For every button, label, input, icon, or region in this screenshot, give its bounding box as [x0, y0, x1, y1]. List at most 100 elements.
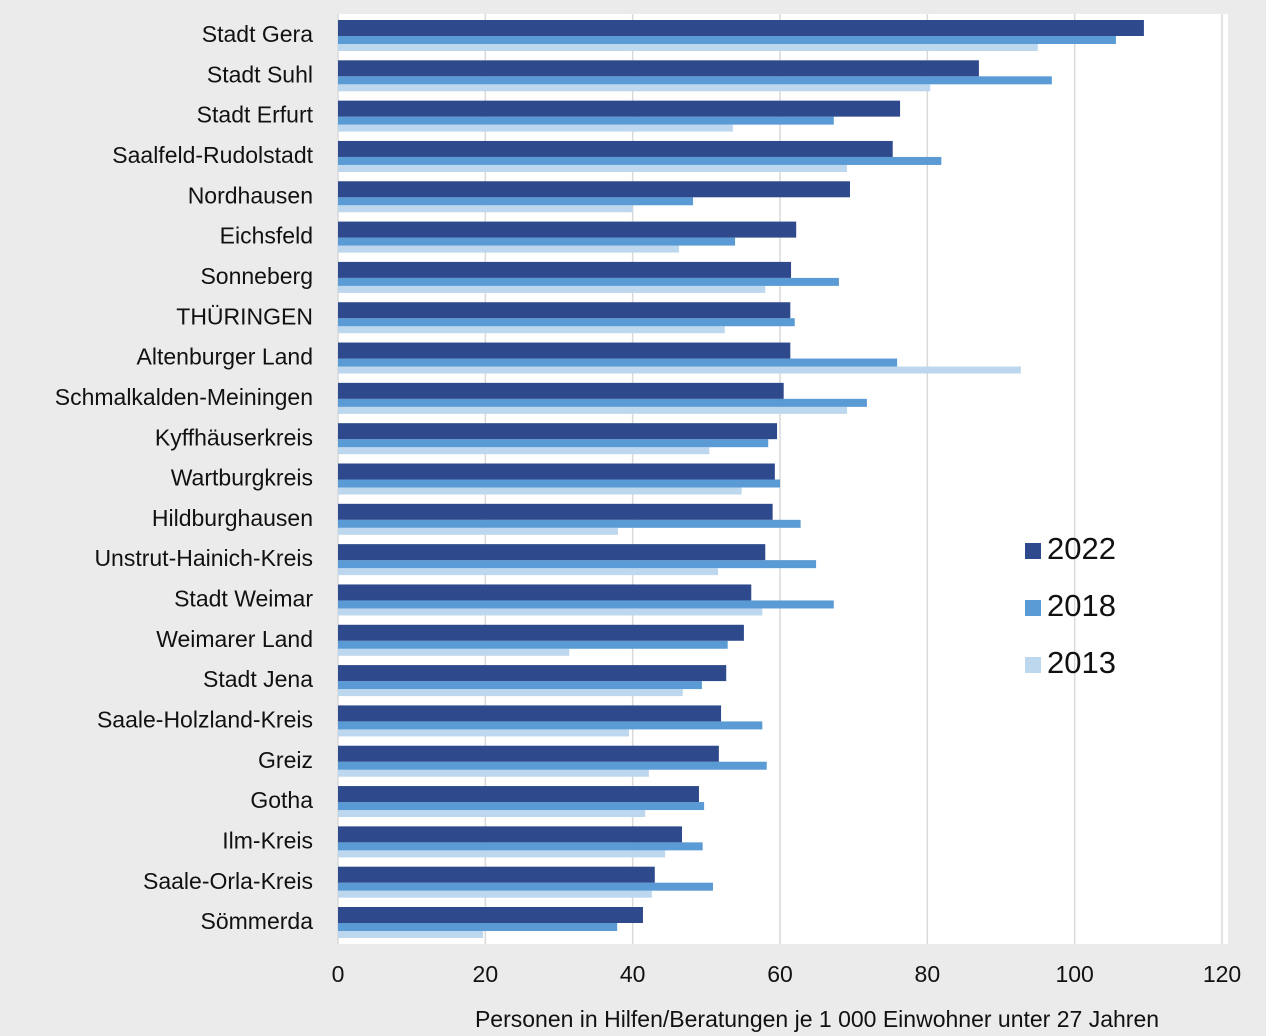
bar: [338, 890, 652, 898]
bar: [338, 882, 713, 891]
bar: [338, 205, 633, 213]
bar: [338, 745, 719, 762]
bar: [338, 245, 680, 253]
bar: [338, 285, 766, 293]
bar: [338, 624, 744, 641]
y-tick-label: Unstrut-Hainich-Kreis: [94, 545, 313, 571]
bar: [338, 681, 702, 690]
legend-label: 2013: [1047, 645, 1116, 680]
legend-swatch: [1025, 600, 1041, 616]
bar: [338, 406, 848, 414]
bar: [338, 769, 649, 777]
bar: [338, 44, 1038, 51]
bar: [338, 648, 570, 656]
y-tick-label: Weimarer Land: [156, 626, 313, 652]
bar: [338, 826, 683, 843]
bar: [338, 519, 801, 528]
bar: [338, 100, 901, 117]
bar: [338, 302, 791, 319]
bar: [338, 342, 791, 359]
bar: [338, 164, 848, 172]
x-tick-label: 40: [620, 961, 646, 987]
x-axis-label: Personen in Hilfen/Beratungen je 1 000 E…: [475, 1006, 1159, 1032]
x-tick-label: 0: [332, 961, 345, 987]
y-tick-label: Stadt Gera: [202, 21, 313, 47]
bar: [338, 866, 655, 883]
bar: [338, 439, 769, 448]
bar: [338, 608, 763, 616]
bar: [338, 640, 728, 649]
bar: [338, 487, 742, 495]
bar: [338, 842, 703, 851]
x-tick-label: 100: [1055, 961, 1093, 987]
bar: [338, 447, 710, 455]
y-tick-label: Gotha: [250, 787, 313, 813]
bar: [338, 261, 792, 278]
bar: [338, 76, 1052, 85]
bar: [338, 140, 893, 157]
bar: [338, 600, 834, 609]
bar: [338, 761, 767, 770]
bar: [338, 423, 778, 440]
bar: [338, 850, 666, 858]
bar: [338, 463, 775, 480]
bar: [338, 802, 705, 811]
bar: [338, 326, 725, 334]
bar: [338, 197, 694, 206]
bar: [338, 527, 618, 535]
bar: [338, 237, 736, 246]
y-tick-label: Eichsfeld: [220, 223, 313, 249]
bar: [338, 116, 834, 125]
bar: [338, 366, 1021, 374]
x-tick-label: 20: [473, 961, 499, 987]
bar: [338, 382, 784, 399]
y-tick-label: Hildburghausen: [152, 505, 313, 531]
bar: [338, 479, 780, 488]
legend-label: 2018: [1047, 588, 1116, 623]
bar: [338, 181, 850, 198]
bar: [338, 221, 797, 238]
bar: [338, 729, 629, 737]
y-tick-label: Kyffhäuserkreis: [155, 424, 313, 450]
legend-swatch: [1025, 657, 1041, 673]
y-tick-label: Greiz: [258, 747, 313, 773]
y-tick-label: Altenburger Land: [137, 344, 313, 370]
bar: [338, 810, 646, 818]
y-tick-label: Saalfeld-Rudolstadt: [112, 142, 313, 168]
bar: [338, 60, 979, 77]
y-tick-label: Sömmerda: [201, 908, 314, 934]
y-tick-label: Ilm-Kreis: [222, 827, 313, 853]
y-tick-label: Stadt Erfurt: [197, 102, 314, 128]
bar: [338, 358, 898, 367]
y-tick-label: Nordhausen: [188, 182, 313, 208]
bar: [338, 544, 766, 561]
y-tick-label: Stadt Suhl: [207, 61, 313, 87]
x-tick-label: 80: [915, 961, 941, 987]
y-tick-label: Schmalkalden-Meiningen: [55, 384, 313, 410]
legend-label: 2022: [1047, 531, 1116, 566]
bar: [338, 156, 942, 165]
bar: [338, 786, 699, 803]
bar: [338, 20, 1144, 36]
bar: [338, 931, 484, 938]
bar: [338, 36, 1116, 44]
bar: [338, 398, 867, 407]
y-tick-label: Stadt Jena: [203, 666, 313, 692]
y-tick-label: THÜRINGEN: [176, 303, 313, 329]
y-tick-label: Saale-Orla-Kreis: [143, 868, 313, 894]
bar: [338, 721, 763, 730]
bar: [338, 584, 752, 601]
y-tick-label: Sonneberg: [200, 263, 313, 289]
bar: [338, 907, 643, 923]
bar: [338, 277, 839, 286]
y-tick-label: Saale-Holzland-Kreis: [97, 706, 313, 732]
x-tick-label: 60: [767, 961, 793, 987]
bar: [338, 503, 773, 520]
y-tick-label: Wartburgkreis: [171, 465, 313, 491]
bar: [338, 923, 618, 931]
y-tick-label: Stadt Weimar: [174, 586, 313, 612]
bar: [338, 665, 727, 682]
bar: [338, 568, 719, 576]
bar: [338, 124, 733, 132]
